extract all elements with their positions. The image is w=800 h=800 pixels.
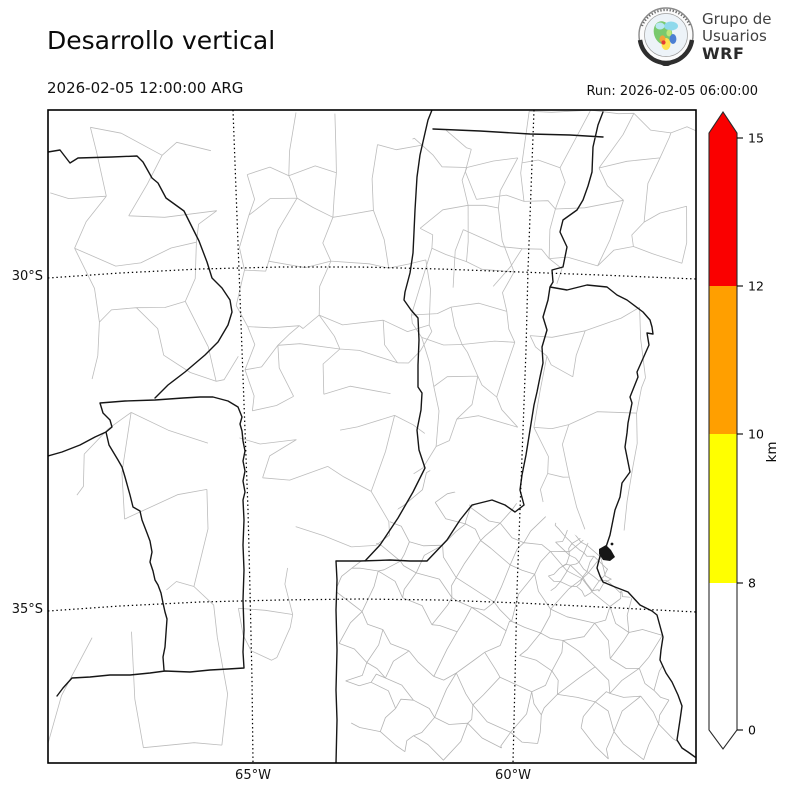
department-boundaries bbox=[48, 110, 696, 749]
colorbar-tick-0: 0 bbox=[748, 723, 756, 738]
logo-caption: Grupo de Usuarios WRF bbox=[702, 10, 772, 63]
lon-label-65w: 65°W bbox=[235, 768, 271, 783]
graticule bbox=[48, 110, 696, 763]
colorbar-tick-8: 8 bbox=[748, 576, 756, 591]
map-background bbox=[48, 110, 696, 763]
department-boundary-mesh bbox=[50, 126, 239, 382]
colorbar-segments bbox=[709, 112, 737, 749]
colorbar-tick-15: 15 bbox=[748, 131, 764, 146]
department-boundary-mesh bbox=[239, 415, 426, 548]
colorbar-tick-10: 10 bbox=[748, 427, 764, 442]
wrf-users-group-logo bbox=[637, 7, 695, 66]
department-boundary-mesh bbox=[48, 412, 228, 749]
colorbar-segment-8-10 bbox=[709, 434, 737, 583]
colorbar-tick-12: 12 bbox=[748, 279, 764, 294]
logo-arc-text bbox=[640, 8, 692, 27]
map-frame bbox=[47, 109, 697, 764]
city-dot bbox=[610, 542, 614, 546]
lon-label-60w: 60°W bbox=[495, 768, 531, 783]
logo-caption-line1: Grupo de bbox=[702, 10, 772, 28]
run-time-label: Run: 2026-02-05 06:00:00 bbox=[586, 84, 758, 99]
logo-caption-line2: Usuarios bbox=[702, 27, 767, 45]
logo-satellite-imagery bbox=[653, 21, 678, 50]
gridline-60w bbox=[512, 110, 535, 763]
rio-de-la-plata-delta-marker bbox=[599, 545, 615, 561]
valid-time-label: 2026-02-05 12:00:00 ARG bbox=[47, 79, 244, 97]
colorbar-tick-labels: 15 12 10 8 0 bbox=[748, 131, 764, 738]
gridline-65w bbox=[232, 110, 254, 763]
department-boundary-mesh bbox=[411, 137, 519, 475]
department-boundary-mesh bbox=[445, 110, 696, 288]
colorbar-segment-10-12 bbox=[709, 286, 737, 434]
colorbar-under-arrow bbox=[709, 730, 737, 749]
colorbar-outline bbox=[708, 111, 738, 750]
lat-label-35s: 35°S bbox=[11, 602, 43, 617]
logo-ribbon bbox=[659, 62, 673, 66]
colorbar: 15 12 10 8 0 km bbox=[708, 111, 780, 750]
colorbar-over-arrow bbox=[709, 112, 737, 138]
colorbar-tickmarks bbox=[737, 137, 743, 731]
page-title: Desarrollo vertical bbox=[47, 26, 276, 55]
lat-label-30s: 30°S bbox=[11, 269, 43, 284]
gridline-30s bbox=[48, 266, 696, 280]
map-figure bbox=[47, 109, 697, 764]
logo-laurel-wreath bbox=[637, 39, 695, 66]
province-boundaries bbox=[48, 110, 696, 763]
colorbar-unit-label: km bbox=[764, 442, 780, 463]
department-boundary-mesh bbox=[235, 112, 433, 412]
logo-caption-wrf: WRF bbox=[702, 44, 745, 63]
colorbar-segment-12-15 bbox=[709, 138, 737, 286]
department-boundary-mesh bbox=[529, 306, 646, 531]
gridline-35s bbox=[48, 598, 696, 613]
colorbar-segment-0-8 bbox=[709, 583, 737, 730]
